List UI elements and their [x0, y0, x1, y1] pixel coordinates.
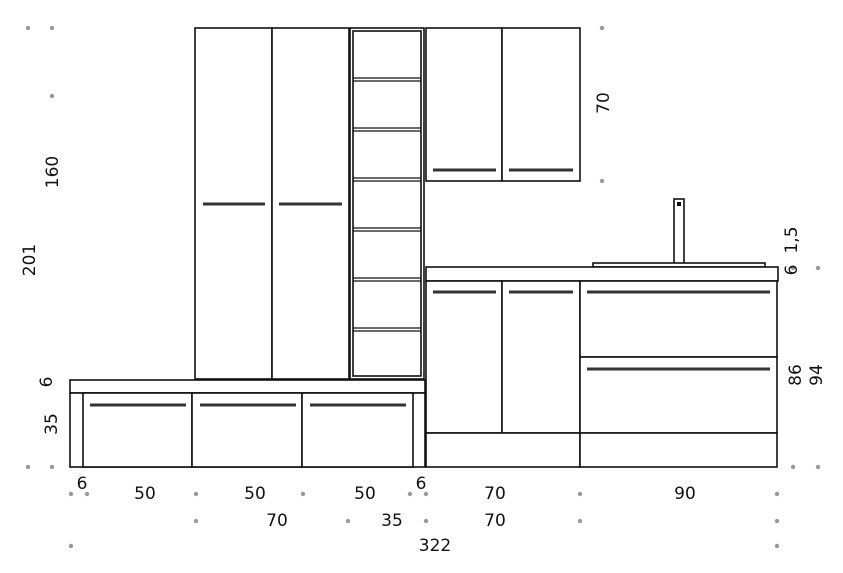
dimension-dot — [300, 491, 306, 497]
dim-wall-height: 70 — [594, 92, 614, 114]
dim-bench-top: 6 — [37, 377, 57, 388]
dimension-dot — [599, 25, 605, 31]
wall-cabinet — [425, 27, 581, 182]
dimension-dot — [774, 518, 780, 524]
dimension-dot — [25, 464, 31, 470]
dimension-dot — [84, 491, 90, 497]
dimension-dot — [599, 178, 605, 184]
faucet — [673, 198, 685, 265]
sink-base-unit — [425, 198, 779, 468]
wall-door-right — [501, 27, 581, 182]
dim-drawer2: 50 — [244, 484, 266, 504]
dimension-dot — [193, 491, 199, 497]
dimension-dot — [68, 491, 74, 497]
dimension-dot — [774, 543, 780, 549]
dim-wall-unit: 70 — [484, 511, 506, 531]
dimension-dot — [345, 518, 351, 524]
dimension-dot — [193, 518, 199, 524]
countertop — [425, 266, 779, 282]
dim-total-height: 201 — [20, 244, 40, 276]
dim-side-left: 6 — [77, 474, 88, 494]
wall-door-left — [425, 27, 503, 182]
dimension-dot — [774, 491, 780, 497]
dim-sink-rim: 1,5 — [782, 226, 802, 253]
dimension-dots — [25, 25, 821, 549]
dim-drawer1: 50 — [134, 484, 156, 504]
bench-top — [69, 379, 426, 394]
base-door-left — [425, 280, 503, 434]
dimension-dot — [49, 464, 55, 470]
dimension-dot — [407, 491, 413, 497]
dim-countertop: 6 — [782, 265, 802, 276]
tall-cabinet — [194, 27, 350, 380]
dimension-dot — [790, 265, 796, 271]
dim-base-drawers: 90 — [674, 484, 696, 504]
dimension-dot — [577, 491, 583, 497]
base-drawer-top — [579, 280, 778, 358]
dimension-dot — [49, 93, 55, 99]
dimension-dot — [577, 518, 583, 524]
plinth — [579, 432, 778, 468]
dimension-dot — [815, 265, 821, 271]
dimension-dot — [815, 464, 821, 470]
base-door-right — [501, 280, 581, 434]
bench-unit — [69, 379, 426, 468]
dimension-dot — [423, 518, 429, 524]
dimension-dot — [25, 25, 31, 31]
dimension-dot — [68, 543, 74, 549]
dim-shelf-unit: 35 — [381, 511, 403, 531]
open-shelf-unit — [349, 27, 425, 380]
dim-total-width: 322 — [419, 536, 451, 556]
dim-base-height: 86 — [786, 364, 806, 386]
dim-tall-unit: 70 — [266, 511, 288, 531]
dim-bench-height: 35 — [42, 413, 62, 435]
plinth — [425, 432, 581, 468]
dimension-dot — [423, 491, 429, 497]
dim-drawer3: 50 — [354, 484, 376, 504]
dim-base-doors: 70 — [484, 484, 506, 504]
dim-side-right: 6 — [416, 474, 427, 494]
dimension-dot — [790, 464, 796, 470]
dim-tall-height: 160 — [43, 156, 63, 188]
dimension-dot — [49, 25, 55, 31]
dim-total-base: 94 — [807, 364, 827, 386]
